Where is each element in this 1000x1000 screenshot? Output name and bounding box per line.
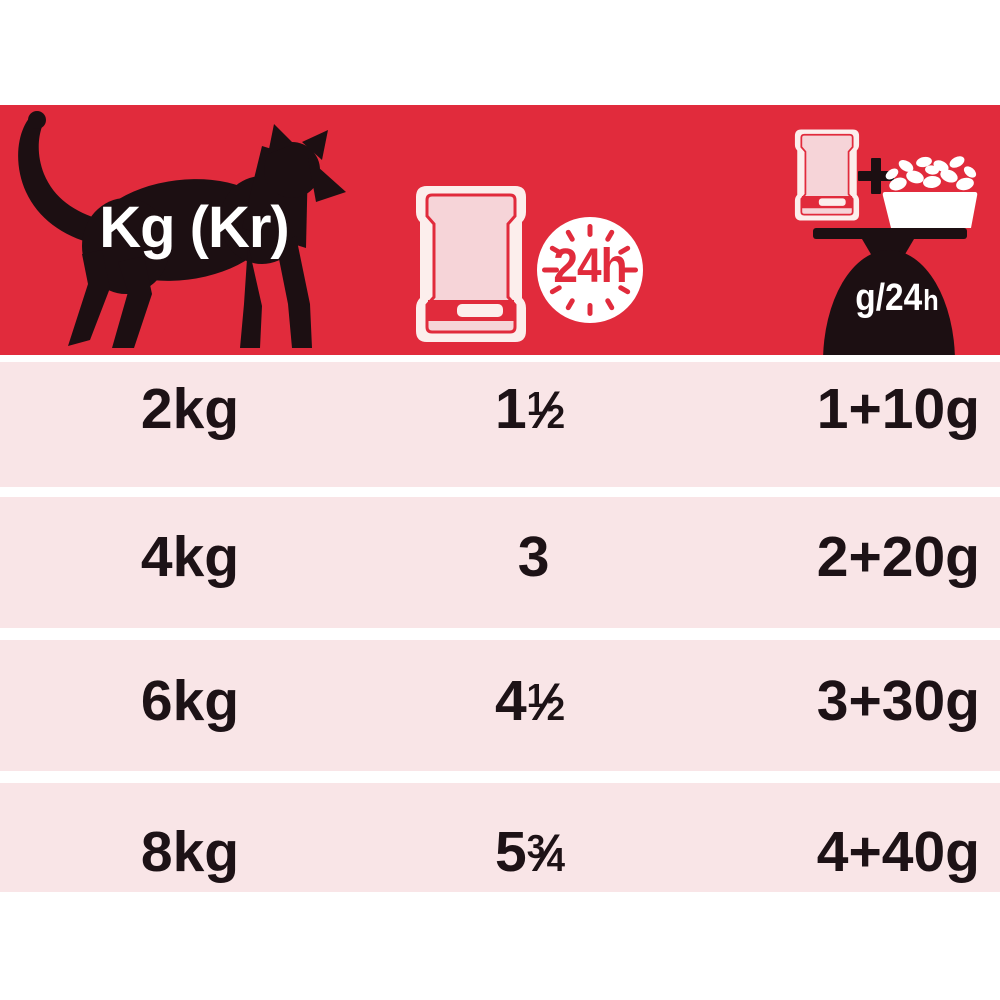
- clock-24h-label: 24h: [553, 240, 627, 293]
- pouch-frac-den: 2: [546, 691, 565, 728]
- pouch-whole: 4: [495, 669, 527, 733]
- weight-cell: 2kg: [140, 377, 240, 441]
- table-row: 2kg 11⁄2 1+10g: [0, 381, 1000, 438]
- grams-cell: 4+40g: [816, 820, 980, 884]
- plus-icon: [858, 158, 894, 194]
- pouch-count-cell: 11⁄2: [380, 381, 680, 438]
- pouch-small-icon: [794, 128, 860, 222]
- pouch-frac-den: 2: [546, 399, 565, 436]
- pouch-whole: 3: [517, 525, 550, 589]
- pouch-frac-num: 3: [526, 828, 546, 866]
- row-background-4: [0, 783, 1000, 892]
- weight-cell: 4kg: [140, 525, 240, 589]
- weight-cell: 6kg: [140, 669, 240, 733]
- scale-unit-label: g/24 h: [827, 279, 968, 317]
- row-background-2: [0, 497, 1000, 628]
- pouch-frac-num: 1: [526, 677, 546, 715]
- pouch-whole: 1: [495, 377, 527, 441]
- header-band: Kg (Kr): [0, 105, 1000, 355]
- scale-icon: [813, 228, 967, 355]
- scale-unit-main: g/24: [855, 277, 923, 319]
- row-background-1: [0, 362, 1000, 487]
- pouch-count-cell: 53⁄4: [380, 824, 680, 881]
- pouch-icon: [414, 184, 528, 344]
- clock-24h-icon: [537, 217, 643, 323]
- table-row: 8kg 53⁄4 4+40g: [0, 824, 1000, 881]
- table-row: 4kg 3 2+20g: [0, 529, 1000, 586]
- cat-icon: [18, 111, 346, 348]
- grams-cell: 3+30g: [816, 669, 980, 733]
- pouch-frac-num: 1: [526, 385, 546, 423]
- kibble-bowl-icon: [882, 156, 978, 228]
- weight-cell: 8kg: [140, 820, 240, 884]
- scale-unit-h: h: [923, 285, 939, 317]
- pouch-count-cell: 41⁄2: [380, 673, 680, 730]
- pouch-frac-slash: ⁄: [541, 825, 551, 883]
- pouch-frac-slash: ⁄: [541, 674, 551, 732]
- pouch-frac-den: 4: [546, 842, 565, 879]
- weight-unit-label: Kg (Kr): [99, 195, 290, 260]
- pouch-frac-slash: ⁄: [541, 382, 551, 440]
- row-background-3: [0, 640, 1000, 771]
- pouch-count-cell: 3: [380, 529, 680, 586]
- table-row: 6kg 41⁄2 3+30g: [0, 673, 1000, 730]
- pouch-whole: 5: [495, 820, 527, 884]
- grams-cell: 1+10g: [816, 377, 980, 441]
- grams-cell: 2+20g: [816, 525, 980, 589]
